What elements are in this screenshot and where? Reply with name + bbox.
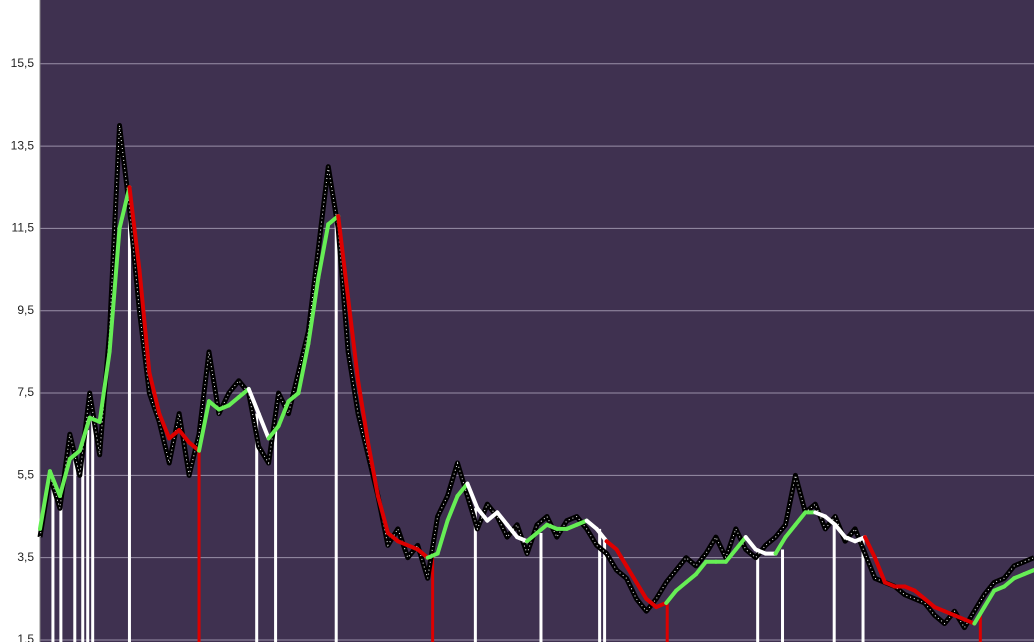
y-tick-label: 11,5 xyxy=(12,221,35,235)
smooth-segment xyxy=(485,510,500,523)
smooth-segment xyxy=(823,514,838,527)
y-tick-label: 5,5 xyxy=(17,468,34,482)
smooth-segment xyxy=(226,395,241,408)
smooth-segment xyxy=(346,296,361,383)
smooth-segment xyxy=(197,399,211,453)
smooth-segment xyxy=(127,185,142,272)
smooth-segment xyxy=(833,522,848,540)
smooth-segment xyxy=(664,588,679,605)
smooth-segment xyxy=(246,386,261,416)
smooth-segment xyxy=(137,267,152,375)
smooth-segment xyxy=(584,518,599,531)
smooth-segment xyxy=(1002,576,1017,589)
smooth-segment xyxy=(435,518,450,556)
plot-area xyxy=(40,0,1034,642)
smooth-segment xyxy=(624,563,639,585)
smooth-segment xyxy=(1022,568,1034,577)
smooth-segment xyxy=(535,522,549,535)
smooth-segment xyxy=(644,596,659,610)
y-tick-label: 15,5 xyxy=(11,56,35,70)
smooth-segment xyxy=(77,415,92,453)
smooth-segment xyxy=(415,547,430,560)
smooth-segment xyxy=(525,530,539,544)
smooth-segment xyxy=(872,555,887,585)
smooth-segment xyxy=(604,539,619,552)
smooth-segment xyxy=(385,530,400,544)
smooth-segment xyxy=(684,572,699,585)
smooth-segment xyxy=(286,391,301,404)
smooth-segment xyxy=(236,386,251,400)
smooth-segment xyxy=(97,349,112,424)
y-tick-label: 3,5 xyxy=(17,550,34,564)
smooth-segment xyxy=(922,596,937,610)
smooth-segment xyxy=(783,522,798,540)
smooth-segment xyxy=(157,411,172,441)
smooth-segment xyxy=(147,370,162,416)
smooth-segment xyxy=(505,522,520,540)
smooth-segment xyxy=(336,214,351,301)
smooth-segment xyxy=(256,411,271,441)
smooth-segment xyxy=(296,341,311,396)
smooth-segment xyxy=(167,428,182,441)
smooth-segment xyxy=(67,448,82,461)
smooth-segment xyxy=(366,440,380,498)
smooth-segment xyxy=(445,493,460,523)
smooth-segment xyxy=(57,456,72,498)
smooth-segment xyxy=(266,423,281,441)
smooth-segment xyxy=(614,547,629,568)
smooth-segment xyxy=(206,399,221,412)
smooth-segment xyxy=(356,378,371,445)
smooth-segment xyxy=(733,535,748,552)
smooth-segment xyxy=(38,469,52,531)
raw-line xyxy=(37,123,1034,631)
smooth-segment xyxy=(306,275,321,346)
smooth-segment xyxy=(982,588,997,610)
smooth-segment xyxy=(634,580,649,601)
smooth-segment xyxy=(375,493,390,535)
smooth-segment xyxy=(495,510,510,527)
smooth-segment xyxy=(117,185,132,231)
smooth-segment xyxy=(674,580,689,593)
smooth-segment xyxy=(972,605,987,626)
y-tick-label: 9,5 xyxy=(17,303,34,317)
smooth-segment xyxy=(276,399,291,428)
smooth-segment xyxy=(455,481,470,498)
smooth-segment xyxy=(863,535,877,560)
y-tick-label: 1,5 xyxy=(17,632,34,642)
smooth-segment xyxy=(594,526,609,544)
smooth-segment xyxy=(465,481,480,511)
y-tick-label: 7,5 xyxy=(17,385,34,399)
y-tick-label: 13,5 xyxy=(11,138,35,152)
smooth-segment xyxy=(723,547,738,564)
smooth-segment xyxy=(912,588,927,601)
smooth-segment xyxy=(793,510,808,527)
smooth-segment xyxy=(694,559,708,577)
smooth-segment xyxy=(107,226,122,354)
smooth-segment xyxy=(743,535,758,552)
smooth-segment xyxy=(475,506,490,523)
smooth-segment xyxy=(47,469,62,498)
smooth-segment xyxy=(773,535,788,556)
smooth-segment xyxy=(316,222,331,280)
smooth-segment xyxy=(177,428,192,445)
